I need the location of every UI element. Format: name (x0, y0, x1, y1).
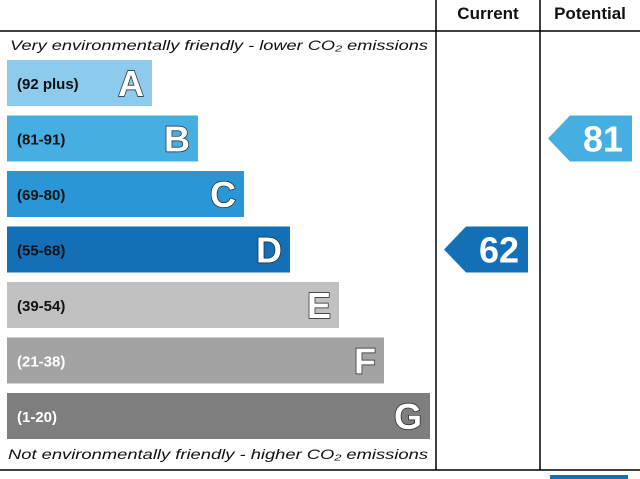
top-note: Very environmentally friendly - lower CO… (10, 37, 428, 53)
band-range-c: (69-80) (17, 187, 65, 204)
band-letter-a: A (118, 63, 144, 104)
band-letter-b: B (164, 119, 190, 160)
band-bar-d (7, 226, 290, 273)
band-letter-c: C (210, 174, 236, 215)
potential-column-header: Potential (554, 4, 626, 23)
band-range-a: (92 plus) (17, 76, 79, 93)
band-letter-g: G (394, 396, 422, 437)
band-bar-g (7, 393, 430, 439)
band-range-d: (55-68) (17, 243, 65, 260)
band-bar-c (7, 171, 244, 217)
band-range-f: (21-38) (17, 354, 65, 371)
current-rating-value: 62 (479, 230, 519, 271)
bottom-note: Not environmentally friendly - higher CO… (8, 446, 428, 462)
potential-rating-value: 81 (583, 119, 623, 160)
band-letter-d: D (256, 230, 282, 271)
band-letter-e: E (307, 285, 331, 326)
rating-markers: 62 81 (444, 115, 632, 273)
band-range-b: (81-91) (17, 132, 65, 149)
rating-bands: (92 plus) A (81-91) B (69-80) C (55-68) D (39-54… (7, 60, 430, 439)
current-column-header: Current (457, 4, 519, 23)
band-bar-f (7, 337, 384, 384)
band-bar-b (7, 115, 198, 162)
band-bar-e (7, 282, 339, 328)
current-rating-arrow (444, 226, 528, 273)
potential-rating-arrow (548, 115, 632, 162)
band-range-e: (39-54) (17, 298, 65, 315)
band-bar-a (7, 60, 152, 106)
bottom-edge-fragment (550, 475, 628, 479)
band-letter-f: F (354, 341, 376, 382)
band-range-g: (1-20) (17, 409, 57, 426)
